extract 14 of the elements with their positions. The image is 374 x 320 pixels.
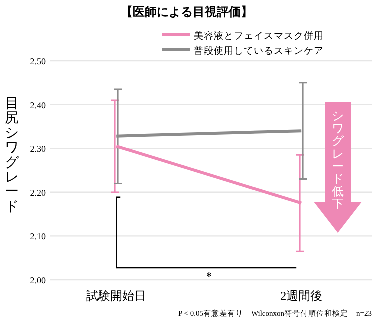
x-tick-label: 試験開始日	[86, 289, 147, 303]
y-tick-label: 2.50	[30, 56, 46, 66]
y-tick-label: 2.40	[30, 100, 46, 110]
y-axis-title: 目尻シワグレード	[5, 97, 20, 215]
y-tick-label: 2.20	[30, 188, 46, 198]
y-tick-label: 2.00	[30, 276, 46, 286]
chart-title: 【医師による目視評価】	[121, 5, 253, 19]
legend-label: 普段使用しているスキンケア	[194, 45, 324, 57]
annotation: シワグレード低下	[332, 109, 345, 212]
annotation: *	[206, 271, 212, 283]
y-tick-label: 2.10	[30, 232, 46, 242]
x-tick-label: 2週間後	[280, 289, 323, 303]
y-tick-label: 2.30	[30, 144, 46, 154]
legend-label: 美容液とフェイスマスク併用	[194, 30, 324, 42]
